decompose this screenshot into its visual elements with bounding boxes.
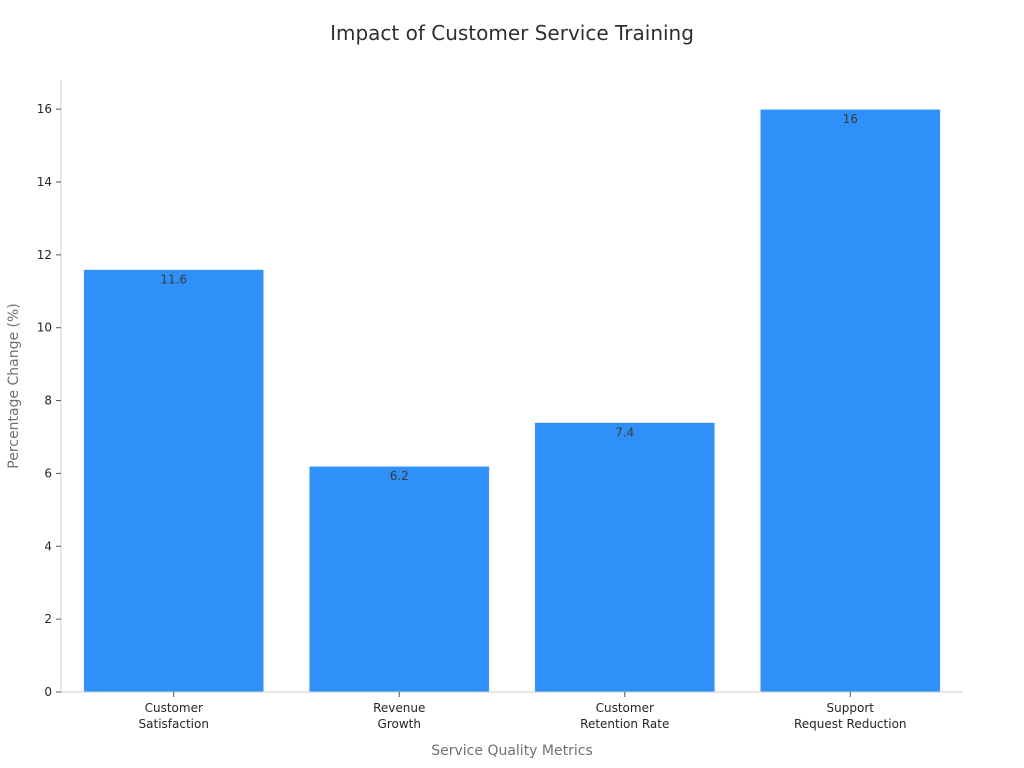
y-tick-label: 6 bbox=[44, 466, 52, 480]
y-tick-label: 0 bbox=[44, 685, 52, 699]
y-axis-label: Percentage Change (%) bbox=[6, 303, 22, 468]
bar-value-label: 16 bbox=[843, 112, 858, 126]
x-tick-label: Growth bbox=[378, 717, 421, 731]
bar bbox=[534, 421, 716, 693]
y-tick-label: 2 bbox=[44, 612, 52, 626]
plot-area: 11.6 6.2 7.4 16 bbox=[83, 108, 941, 693]
x-tick-label: Request Reduction bbox=[794, 717, 907, 731]
x-axis-label: Service Quality Metrics bbox=[431, 743, 593, 759]
y-tick-label: 10 bbox=[37, 321, 52, 335]
bar-value-label: 11.6 bbox=[160, 272, 187, 286]
y-tick-label: 14 bbox=[37, 175, 52, 189]
y-tick-label: 16 bbox=[37, 102, 52, 116]
y-tick-label: 4 bbox=[44, 539, 52, 553]
bar-value-label: 6.2 bbox=[390, 469, 409, 483]
bar-value-label: 7.4 bbox=[615, 425, 634, 439]
x-tick-label: Retention Rate bbox=[580, 717, 669, 731]
y-tick-label: 12 bbox=[37, 248, 52, 262]
x-tick-label: Revenue bbox=[373, 701, 425, 715]
y-axis: 0 2 4 6 8 10 12 14 16 bbox=[37, 80, 62, 699]
x-tick-label: Support bbox=[827, 701, 875, 715]
x-tick-label: Customer bbox=[596, 701, 654, 715]
bar bbox=[308, 465, 490, 693]
x-tick-label: Customer bbox=[145, 701, 203, 715]
x-tick-label: Satisfaction bbox=[139, 717, 209, 731]
bar bbox=[83, 268, 265, 693]
bar bbox=[759, 108, 941, 693]
x-axis: Customer Satisfaction Revenue Growth Custome… bbox=[61, 691, 963, 731]
chart-title: Impact of Customer Service Training bbox=[330, 21, 694, 45]
y-tick-label: 8 bbox=[44, 394, 52, 408]
